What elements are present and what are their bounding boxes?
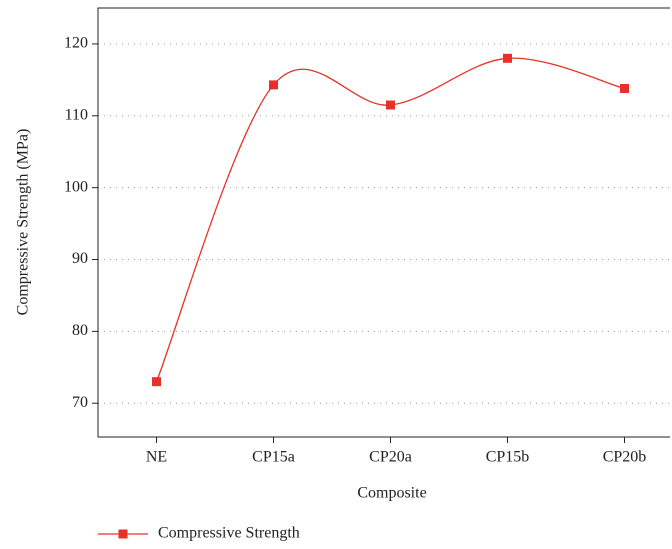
y-tick-label: 110: [65, 106, 88, 123]
marker: [620, 83, 629, 93]
x-axis-label: Composite: [357, 485, 426, 502]
marker: [152, 377, 161, 387]
marker: [503, 53, 512, 63]
marker: [269, 80, 278, 90]
line: [155, 57, 625, 382]
x-tick-label: NE: [146, 449, 167, 466]
legend-marker: [118, 529, 128, 539]
y-tick-label: 120: [64, 35, 88, 52]
marker: [386, 100, 395, 110]
x-tick-label: CP15b: [486, 449, 530, 466]
x-tick-label: CP20b: [603, 449, 647, 466]
axis-frame: [97, 7, 670, 438]
y-tick-label: 80: [72, 322, 88, 339]
x-tick-label: CP20a: [369, 449, 412, 466]
y-tick-label: 100: [64, 178, 88, 195]
legend-label: Compressive Strength: [158, 525, 300, 542]
y-tick-label: 90: [72, 250, 88, 267]
x-tick-label: CP15a: [252, 449, 295, 466]
y-axis-label: Compressive Strength (MPa): [15, 129, 32, 316]
y-tick-label: 70: [72, 394, 88, 411]
